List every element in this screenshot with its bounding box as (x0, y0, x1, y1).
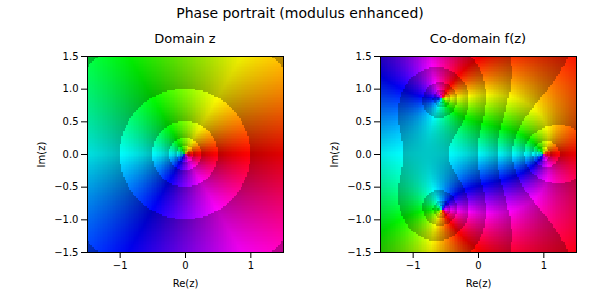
svg-text:−1: −1 (113, 260, 128, 271)
svg-text:−1.0: −1.0 (54, 214, 78, 225)
svg-text:0: 0 (182, 260, 188, 271)
svg-text:1.5: 1.5 (356, 51, 372, 62)
svg-text:0.0: 0.0 (356, 149, 372, 160)
svg-text:Im(z): Im(z) (329, 142, 340, 168)
svg-text:−1: −1 (406, 260, 421, 271)
svg-text:Re(z): Re(z) (173, 278, 199, 289)
svg-text:0.5: 0.5 (63, 116, 79, 127)
svg-text:−1.5: −1.5 (347, 247, 371, 258)
svg-text:Im(z): Im(z) (36, 142, 47, 168)
svg-text:0: 0 (475, 260, 481, 271)
svg-text:0.5: 0.5 (356, 116, 372, 127)
svg-text:−0.5: −0.5 (54, 181, 78, 192)
svg-text:−1.5: −1.5 (54, 247, 78, 258)
svg-text:0.0: 0.0 (63, 149, 79, 160)
html-text:Phase portrait (modulus enhanc: Phase portrait (modulus enhanced) (176, 5, 424, 21)
svg-text:1.0: 1.0 (356, 83, 372, 94)
svg-text:−1.0: −1.0 (347, 214, 371, 225)
svg-text:1: 1 (541, 260, 547, 271)
svg-text:1: 1 (248, 260, 254, 271)
svg-text:1.0: 1.0 (63, 83, 79, 94)
svg-text:−0.5: −0.5 (347, 181, 371, 192)
html-text:Domain z: Domain z (154, 31, 216, 46)
svg-text:1.5: 1.5 (63, 51, 79, 62)
svg-text:Re(z): Re(z) (466, 278, 492, 289)
html-text:Co-domain f(z): Co-domain f(z) (429, 31, 527, 46)
